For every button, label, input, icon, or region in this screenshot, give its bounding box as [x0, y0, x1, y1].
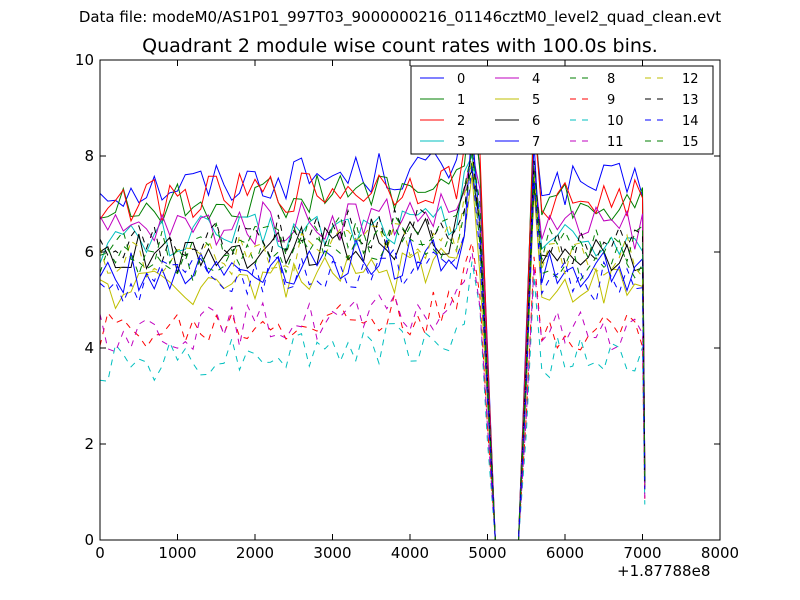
y-tick-label: 4 — [84, 339, 94, 357]
legend-label-2: 2 — [457, 114, 465, 129]
legend-label-7: 7 — [532, 135, 540, 150]
series-line-10 — [99, 261, 646, 541]
series-line-11 — [99, 251, 646, 541]
legend-label-15: 15 — [682, 135, 699, 150]
legend-box — [410, 65, 714, 155]
y-tick-label: 0 — [84, 531, 94, 549]
figure-suptitle: Data file: modeM0/AS1P01_997T03_90000002… — [78, 8, 722, 26]
series-line-15 — [99, 151, 646, 541]
y-tick-label: 8 — [84, 147, 94, 165]
legend-label-14: 14 — [682, 114, 699, 129]
y-tick-label: 6 — [84, 243, 94, 261]
series-line-14 — [99, 165, 646, 541]
series-layer — [99, 88, 646, 541]
legend-label-1: 1 — [457, 93, 465, 108]
x-tick-label: 7000 — [623, 544, 661, 562]
x-tick-label: 1000 — [158, 544, 196, 562]
series-line-12 — [99, 160, 646, 541]
legend-label-9: 9 — [607, 93, 615, 108]
legend-label-8: 8 — [607, 72, 615, 87]
x-tick-label: 8000 — [701, 544, 739, 562]
x-tick-label: 6000 — [546, 544, 584, 562]
series-line-2 — [99, 103, 646, 541]
x-tick-label: 5000 — [468, 544, 506, 562]
legend-label-6: 6 — [532, 114, 540, 129]
x-tick-label: 0 — [95, 544, 105, 562]
series-line-1 — [99, 88, 646, 541]
series-line-5 — [99, 175, 646, 541]
x-tick-label: 4000 — [391, 544, 429, 562]
legend-label-13: 13 — [682, 93, 699, 108]
legend-label-0: 0 — [457, 72, 465, 87]
chart-title: Quadrant 2 module wise count rates with … — [142, 35, 658, 57]
series-line-3 — [99, 154, 646, 541]
y-tick-label: 10 — [75, 51, 94, 69]
legend-label-11: 11 — [607, 135, 624, 150]
legend-label-4: 4 — [532, 72, 540, 87]
legend-label-10: 10 — [607, 114, 624, 129]
x-tick-label: 2000 — [236, 544, 274, 562]
series-line-0 — [99, 106, 646, 541]
series-line-9 — [99, 242, 646, 541]
x-tick-label: 3000 — [313, 544, 351, 562]
series-line-4 — [99, 151, 646, 541]
legend-label-3: 3 — [457, 135, 465, 150]
y-tick-label: 2 — [84, 435, 94, 453]
series-line-13 — [99, 146, 646, 541]
legend-label-12: 12 — [682, 72, 699, 87]
series-line-8 — [99, 160, 646, 541]
x-axis-offset-label: +1.87788e8 — [617, 562, 711, 580]
legend-label-5: 5 — [532, 93, 540, 108]
